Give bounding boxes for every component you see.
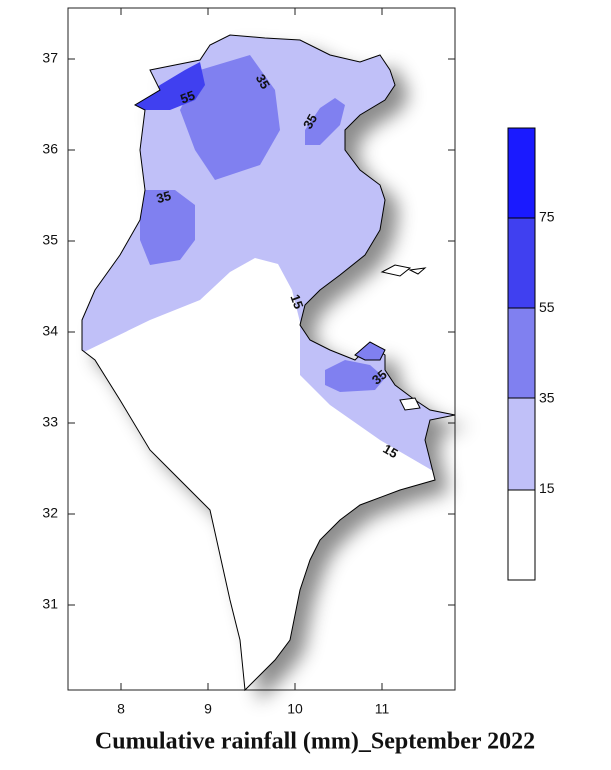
x-tick-label: 11 bbox=[375, 701, 390, 717]
rain-zone-35 bbox=[305, 98, 345, 145]
y-tick-label: 36 bbox=[42, 141, 58, 157]
island bbox=[354, 341, 386, 361]
legend-label: 15 bbox=[539, 480, 555, 496]
contour-label: 15 bbox=[381, 441, 401, 461]
contour-label: 15 bbox=[287, 292, 306, 311]
legend-label: 35 bbox=[539, 390, 555, 406]
y-tick-label: 37 bbox=[42, 50, 58, 66]
legend-swatch bbox=[507, 489, 536, 581]
y-tick-label: 31 bbox=[42, 596, 58, 612]
x-tick-label: 9 bbox=[204, 701, 212, 717]
y-tick-label: 35 bbox=[42, 232, 58, 248]
colorbar bbox=[507, 127, 536, 581]
contour-label: 35 bbox=[300, 111, 320, 131]
legend-swatch bbox=[507, 127, 536, 219]
map-title: Cumulative rainfall (mm)_September 2022 bbox=[95, 729, 535, 755]
legend-label: 55 bbox=[539, 299, 555, 315]
rain-zone-35 bbox=[180, 55, 280, 180]
contour-label: 55 bbox=[178, 87, 197, 106]
y-tick-label: 32 bbox=[42, 505, 58, 521]
x-tick-label: 10 bbox=[287, 701, 303, 717]
contour-label: 35 bbox=[155, 188, 173, 206]
rain-zone-35 bbox=[325, 360, 385, 392]
x-tick-label: 8 bbox=[117, 701, 125, 717]
contour-label: 35 bbox=[253, 71, 273, 91]
y-tick-label: 33 bbox=[42, 414, 58, 430]
island bbox=[380, 264, 427, 411]
rain-zone-35 bbox=[140, 190, 195, 265]
legend-swatch bbox=[507, 217, 536, 309]
legend-swatch bbox=[507, 397, 536, 491]
y-tick-label: 34 bbox=[42, 323, 58, 339]
rain-zone-55 bbox=[130, 62, 205, 110]
legend-label: 75 bbox=[539, 209, 555, 225]
legend-swatch bbox=[507, 307, 536, 399]
